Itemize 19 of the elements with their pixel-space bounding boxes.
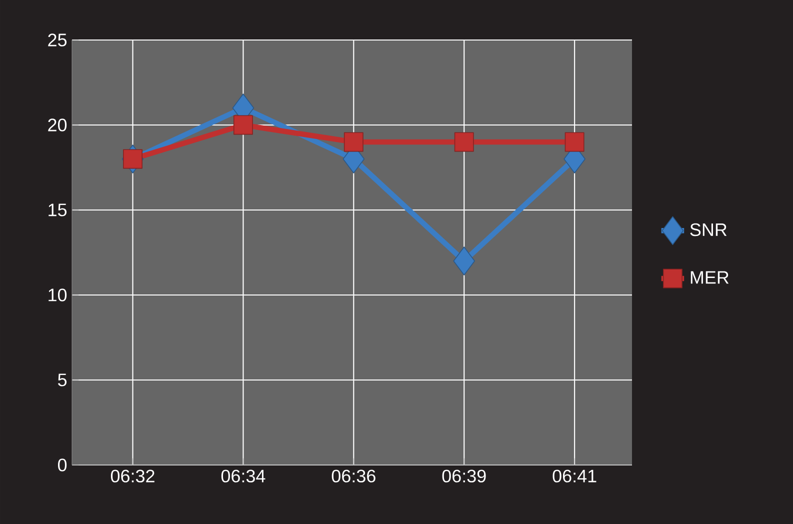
y-tick-label: 10 <box>48 288 67 302</box>
point <box>233 115 253 135</box>
y-tick-label: 20 <box>48 118 67 132</box>
y-tick-label: 0 <box>58 458 67 472</box>
point <box>453 246 476 276</box>
x-tick-label: 06:41 <box>552 470 596 482</box>
point <box>344 132 364 152</box>
legend-label: MER <box>690 271 729 284</box>
y-tick-label: 25 <box>48 34 67 46</box>
x-tick-label: 06:32 <box>110 470 154 482</box>
point <box>123 149 142 169</box>
point <box>454 132 474 152</box>
x-tick-label: 06:36 <box>332 470 376 482</box>
y-tick-label: 15 <box>48 204 67 216</box>
point <box>564 132 584 152</box>
x-tick-label: 06:39 <box>442 470 486 482</box>
y-tick-label: 5 <box>58 374 67 386</box>
legend-label: SNR <box>690 223 727 236</box>
x-tick-label: 06:34 <box>221 470 266 482</box>
